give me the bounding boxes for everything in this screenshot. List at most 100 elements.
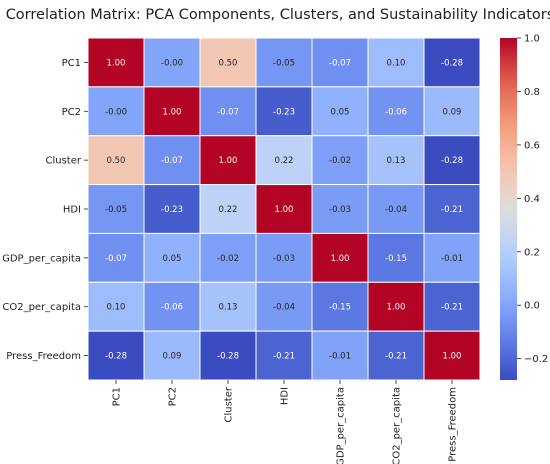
x-axis-tick-labels: PC1 PC2 Cluster HDI GDP_per_capita CO2_per_ca… (112, 380, 459, 464)
cell-value-label: 0.10 (387, 58, 406, 68)
heatmap-cell-PC2-Cluster (199, 86, 257, 137)
cell-value-label: 0.09 (163, 352, 182, 362)
cell-value-label: -0.06 (385, 107, 407, 117)
cell-value-label: 1.00 (275, 205, 294, 215)
cell-value-label: 1.00 (163, 107, 182, 117)
cell-value-label: -0.02 (329, 156, 351, 166)
chart-title: Correlation Matrix: PCA Components, Clus… (6, 7, 550, 23)
heatmap-cell-Press_Freedom-HDI (255, 330, 313, 381)
colorbar: −0.2 0.0 0.2 0.4 0.6 0.8 1.0 (500, 34, 548, 380)
heatmap-cell-Cluster-GDP_per_capita (311, 135, 369, 186)
y-tick-label-PC2: PC2 (62, 107, 81, 118)
x-tick-label-HDI: HDI (280, 387, 291, 405)
colorbar-gradient (500, 38, 517, 380)
cell-value-label: -0.21 (273, 352, 295, 362)
cell-value-label: -0.00 (161, 58, 183, 68)
heatmap-cell-CO2_per_capita-PC2 (143, 281, 201, 332)
cell-value-label: -0.04 (385, 205, 407, 215)
heatmap-cell-PC2-GDP_per_capita (311, 86, 369, 137)
heatmap-cell-Cluster-Cluster (199, 135, 257, 186)
cell-value-label: 1.00 (443, 352, 462, 362)
colorbar-tick-label: 0.0 (524, 301, 540, 312)
cell-value-label: -0.03 (329, 205, 351, 215)
x-tick-label-PC2: PC2 (168, 387, 179, 406)
cell-value-label: 0.22 (275, 156, 294, 166)
heatmap-cell-Cluster-HDI (255, 135, 313, 186)
heatmap-cell-PC1-CO2_per_capita (367, 37, 425, 88)
cell-value-label: -0.02 (217, 254, 239, 264)
cell-value-label: 0.13 (219, 303, 238, 313)
cell-value-label: -0.05 (273, 58, 295, 68)
cell-value-label: 1.00 (331, 254, 350, 264)
heatmap-cell-Cluster-Press_Freedom (423, 135, 481, 186)
heatmap-cell-CO2_per_capita-PC1 (87, 281, 145, 332)
cell-value-label: -0.07 (329, 58, 351, 68)
x-tick-label-Cluster: Cluster (224, 386, 235, 422)
colorbar-tick-label: 0.8 (524, 87, 540, 98)
y-tick-label-GDP_per_capita: GDP_per_capita (2, 253, 81, 264)
cell-value-label: -0.01 (329, 352, 351, 362)
cell-value-label: -0.28 (217, 352, 239, 362)
x-tick-label-GDP_per_capita: GDP_per_capita (336, 387, 347, 464)
heatmap-cell-Press_Freedom-Cluster (199, 330, 257, 381)
heatmap-cell-PC2-Press_Freedom (423, 86, 481, 137)
cell-value-label: 0.05 (331, 107, 350, 117)
cell-value-label: -0.28 (441, 58, 463, 68)
heatmap-cell-Press_Freedom-PC1 (87, 330, 145, 381)
y-tick-label-Cluster: Cluster (46, 156, 82, 167)
cell-value-label: -0.07 (217, 107, 239, 117)
colorbar-ticks: −0.2 0.0 0.2 0.4 0.6 0.8 1.0 (517, 34, 548, 365)
heatmap-cell-Cluster-PC2 (143, 135, 201, 186)
cell-value-label: -0.00 (105, 107, 127, 117)
heatmap-cell-PC1-PC2 (143, 37, 201, 88)
heatmap-cell-HDI-Press_Freedom (423, 184, 481, 234)
cell-value-label: -0.03 (273, 254, 295, 264)
y-tick-label-CO2_per_capita: CO2_per_capita (2, 302, 81, 313)
heatmap-cell-GDP_per_capita-PC1 (87, 232, 145, 283)
heatmap-cell-PC1-Cluster (199, 37, 257, 88)
cell-value-label: 0.22 (219, 205, 238, 215)
cell-value-label: -0.15 (385, 254, 407, 264)
colorbar-tick-label: 0.4 (524, 194, 540, 205)
heatmap-cell-HDI-HDI (255, 184, 313, 234)
cell-value-label: 1.00 (387, 303, 406, 313)
y-tick-label-Press_Freedom: Press_Freedom (6, 351, 81, 362)
cell-value-label: -0.05 (105, 205, 127, 215)
heatmap-cell-Press_Freedom-Press_Freedom (423, 330, 481, 381)
heatmap-cell-CO2_per_capita-HDI (255, 281, 313, 332)
cell-value-label: -0.21 (441, 205, 463, 215)
cell-value-label: -0.04 (273, 303, 295, 313)
cell-value-label: -0.28 (105, 352, 127, 362)
cell-value-label: 1.00 (107, 58, 126, 68)
cell-value-label: -0.01 (441, 254, 463, 264)
colorbar-tick-label: 1.0 (524, 34, 540, 45)
cell-value-label: 1.00 (219, 156, 238, 166)
y-axis-tick-labels: PC1 PC2 Cluster HDI GDP_per_capita CO2_per_ca… (2, 58, 88, 362)
cell-value-label: -0.21 (385, 352, 407, 362)
heatmap-cell-HDI-PC1 (87, 184, 145, 234)
heatmap-cell-CO2_per_capita-GDP_per_capita (311, 281, 369, 332)
heatmap-cell-GDP_per_capita-Cluster (199, 232, 257, 283)
cell-value-label: -0.15 (329, 303, 351, 313)
colorbar-tick-label: −0.2 (524, 354, 548, 365)
cell-value-label: -0.07 (105, 254, 127, 264)
cell-value-label: 0.50 (107, 156, 126, 166)
y-tick-label-HDI: HDI (63, 205, 81, 216)
cell-value-label: -0.06 (161, 303, 183, 313)
heatmap-cell-HDI-PC2 (143, 184, 201, 234)
cell-value-label: 0.05 (163, 254, 182, 264)
cell-value-label: 0.10 (107, 303, 126, 313)
x-tick-label-Press_Freedom: Press_Freedom (448, 387, 459, 462)
cell-value-label: -0.23 (273, 107, 295, 117)
cell-value-label: -0.07 (161, 156, 183, 166)
cell-value-label: 0.13 (387, 156, 406, 166)
y-tick-label-PC1: PC1 (62, 58, 81, 69)
heatmap-cell-Press_Freedom-GDP_per_capita (311, 330, 369, 381)
cell-value-label: 0.50 (219, 58, 238, 68)
heatmap-cell-PC1-PC1 (87, 37, 145, 88)
colorbar-tick-label: 0.2 (524, 247, 540, 258)
heatmap-cells (87, 37, 481, 381)
heatmap-cell-HDI-CO2_per_capita (367, 184, 425, 234)
x-tick-label-CO2_per_capita: CO2_per_capita (392, 387, 403, 464)
